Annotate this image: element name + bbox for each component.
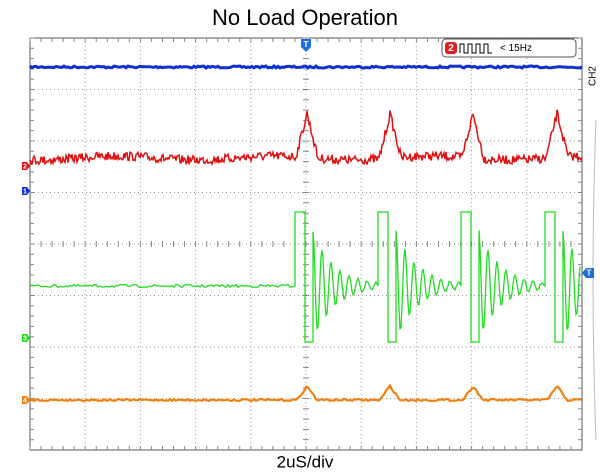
pulse-glyph [459, 43, 492, 54]
timebase-label: 2uS/div [277, 452, 334, 471]
level-marker-shape [582, 268, 594, 278]
trace-ch2 [29, 109, 583, 166]
trigger-marker: T [304, 40, 309, 49]
channel-marker: 3 [23, 335, 27, 342]
indicator-text: < 15Hz [500, 43, 532, 54]
traces [28, 63, 583, 403]
indicator-channel: 2 [448, 43, 454, 54]
channel-marker-shape [22, 162, 30, 170]
channel-markers: 1 2 3 4 [22, 162, 30, 404]
graticule [29, 37, 582, 450]
trace-ch4 [29, 383, 583, 403]
channel-marker-shape [22, 396, 30, 404]
trace-ch1 [28, 63, 583, 70]
trigger-marker-shape [301, 39, 311, 52]
channel-marker: 1 [23, 188, 27, 195]
side-label: CH2 [588, 66, 599, 86]
side-bar [592, 119, 597, 441]
level-marker: T [587, 269, 592, 278]
channel-marker-shape [22, 187, 30, 195]
channel-marker: 2 [23, 163, 27, 170]
channel-marker-shape [22, 334, 30, 342]
trace-ch3 [29, 211, 581, 343]
title: No Load Operation [212, 5, 398, 30]
indicator-badge [445, 42, 457, 54]
channel-marker: 4 [23, 397, 27, 404]
